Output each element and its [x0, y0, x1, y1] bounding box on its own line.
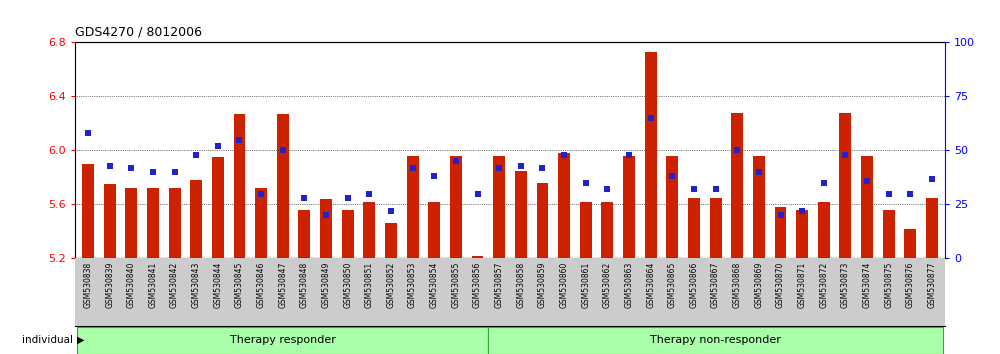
- Text: GSM530849: GSM530849: [322, 262, 331, 308]
- Text: GSM530865: GSM530865: [668, 262, 677, 308]
- Text: GSM530841: GSM530841: [148, 262, 157, 308]
- Text: individual: individual: [22, 335, 73, 345]
- Text: GSM530870: GSM530870: [776, 262, 785, 308]
- Bar: [537, 183, 548, 258]
- Text: GSM530864: GSM530864: [646, 262, 655, 308]
- Bar: [904, 229, 916, 258]
- Text: GSM530840: GSM530840: [127, 262, 136, 308]
- Bar: [883, 210, 895, 258]
- Text: GSM530846: GSM530846: [257, 262, 266, 308]
- Text: GSM530867: GSM530867: [711, 262, 720, 308]
- Bar: [580, 202, 592, 258]
- Text: GSM530871: GSM530871: [798, 262, 807, 308]
- Bar: [125, 188, 137, 258]
- Bar: [731, 113, 743, 258]
- Text: GSM530844: GSM530844: [213, 262, 222, 308]
- Bar: [839, 113, 851, 258]
- Bar: [558, 153, 570, 258]
- Bar: [169, 188, 181, 258]
- Bar: [926, 198, 938, 258]
- Bar: [190, 180, 202, 258]
- Bar: [493, 156, 505, 258]
- Text: GSM530853: GSM530853: [408, 262, 417, 308]
- Text: GSM530862: GSM530862: [603, 262, 612, 308]
- Bar: [277, 114, 289, 258]
- Bar: [407, 156, 419, 258]
- Bar: [710, 198, 722, 258]
- Bar: [82, 164, 94, 258]
- Bar: [688, 198, 700, 258]
- Text: GSM530858: GSM530858: [516, 262, 525, 308]
- Text: GSM530872: GSM530872: [819, 262, 828, 308]
- Text: GSM530839: GSM530839: [105, 262, 114, 308]
- Text: GSM530876: GSM530876: [906, 262, 915, 308]
- Bar: [775, 207, 786, 258]
- Text: GSM530850: GSM530850: [343, 262, 352, 308]
- Text: GSM530860: GSM530860: [560, 262, 569, 308]
- Text: GSM530874: GSM530874: [863, 262, 872, 308]
- Text: GSM530868: GSM530868: [733, 262, 742, 308]
- Bar: [645, 52, 657, 258]
- Text: GSM530851: GSM530851: [365, 262, 374, 308]
- Bar: [666, 156, 678, 258]
- Text: Therapy responder: Therapy responder: [230, 335, 336, 345]
- Bar: [234, 114, 245, 258]
- Bar: [385, 223, 397, 258]
- Text: GSM530845: GSM530845: [235, 262, 244, 308]
- Text: GSM530875: GSM530875: [884, 262, 893, 308]
- Text: GSM530863: GSM530863: [625, 262, 634, 308]
- Bar: [472, 256, 483, 258]
- Text: GSM530842: GSM530842: [170, 262, 179, 308]
- Text: GSM530869: GSM530869: [754, 262, 763, 308]
- Bar: [450, 156, 462, 258]
- Text: ▶: ▶: [77, 335, 84, 345]
- Bar: [428, 202, 440, 258]
- Bar: [796, 210, 808, 258]
- Bar: [818, 202, 830, 258]
- Bar: [363, 202, 375, 258]
- Bar: [320, 199, 332, 258]
- Text: Therapy non-responder: Therapy non-responder: [650, 335, 781, 345]
- Bar: [601, 202, 613, 258]
- Text: GSM530848: GSM530848: [300, 262, 309, 308]
- Bar: [515, 171, 527, 258]
- Text: GSM530861: GSM530861: [581, 262, 590, 308]
- Text: GSM530857: GSM530857: [495, 262, 504, 308]
- Bar: [623, 156, 635, 258]
- Text: GSM530873: GSM530873: [841, 262, 850, 308]
- Bar: [255, 188, 267, 258]
- Text: GSM530877: GSM530877: [928, 262, 937, 308]
- Text: GSM530838: GSM530838: [83, 262, 92, 308]
- Text: GSM530866: GSM530866: [689, 262, 698, 308]
- Text: GSM530855: GSM530855: [451, 262, 460, 308]
- Bar: [77, 327, 488, 354]
- Bar: [488, 327, 943, 354]
- Text: GDS4270 / 8012006: GDS4270 / 8012006: [75, 26, 202, 39]
- Text: GSM530854: GSM530854: [430, 262, 439, 308]
- Text: GSM530859: GSM530859: [538, 262, 547, 308]
- Bar: [342, 210, 354, 258]
- Text: GSM530843: GSM530843: [192, 262, 201, 308]
- Bar: [861, 156, 873, 258]
- Bar: [147, 188, 159, 258]
- Bar: [212, 157, 224, 258]
- Bar: [753, 156, 765, 258]
- Bar: [298, 210, 310, 258]
- Text: GSM530856: GSM530856: [473, 262, 482, 308]
- Text: GSM530847: GSM530847: [278, 262, 287, 308]
- Text: GSM530852: GSM530852: [386, 262, 395, 308]
- Bar: [104, 184, 116, 258]
